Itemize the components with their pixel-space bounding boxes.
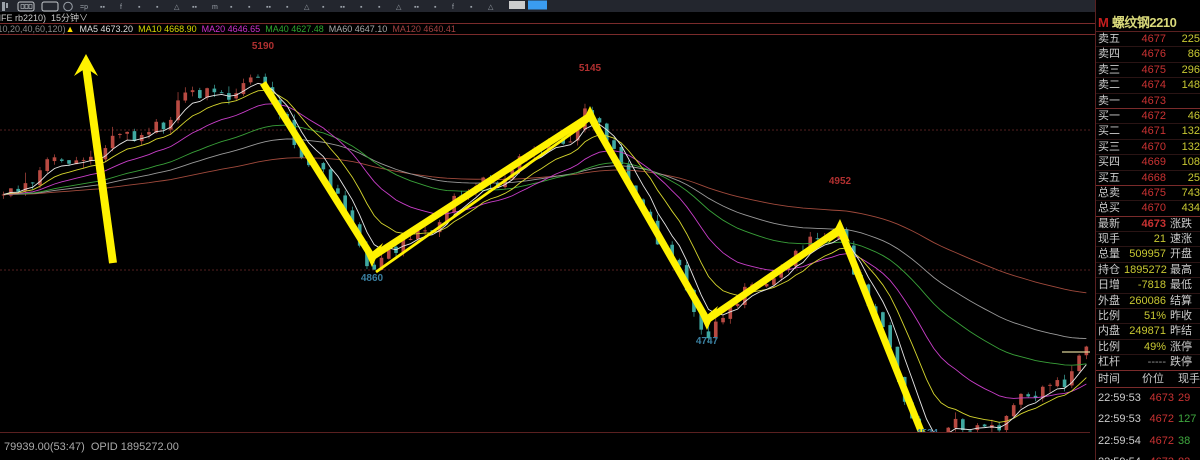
svg-text:5145: 5145 — [579, 63, 602, 74]
svg-text:▪: ▪ — [286, 4, 289, 11]
svg-text:△: △ — [174, 4, 180, 11]
svg-text:4747: 4747 — [696, 336, 719, 347]
svg-text:▪▪: ▪▪ — [414, 4, 419, 11]
svg-text:4952: 4952 — [829, 176, 852, 187]
svg-text:▪: ▪ — [378, 4, 381, 11]
svg-text:f: f — [120, 4, 122, 11]
svg-text:=p: =p — [80, 4, 88, 11]
svg-text:▪▪: ▪▪ — [266, 4, 271, 11]
svg-text:▪: ▪ — [470, 4, 473, 11]
svg-text:4860: 4860 — [361, 273, 384, 284]
svg-text:△: △ — [304, 4, 310, 11]
svg-text:▪: ▪ — [360, 4, 363, 11]
svg-text:▪: ▪ — [434, 4, 437, 11]
svg-text:▪: ▪ — [322, 4, 325, 11]
svg-text:△: △ — [488, 4, 494, 11]
svg-text:5190: 5190 — [252, 41, 275, 52]
svg-text:▪: ▪ — [230, 4, 233, 11]
svg-text:f: f — [452, 4, 454, 11]
svg-text:▪▪: ▪▪ — [192, 4, 197, 11]
svg-text:▪: ▪ — [248, 4, 251, 11]
svg-text:▪▪: ▪▪ — [100, 4, 105, 11]
svg-text:m: m — [212, 4, 218, 11]
svg-text:▪: ▪ — [138, 4, 141, 11]
svg-text:▪▪: ▪▪ — [340, 4, 345, 11]
svg-text:△: △ — [396, 4, 402, 11]
svg-text:▪: ▪ — [156, 4, 159, 11]
